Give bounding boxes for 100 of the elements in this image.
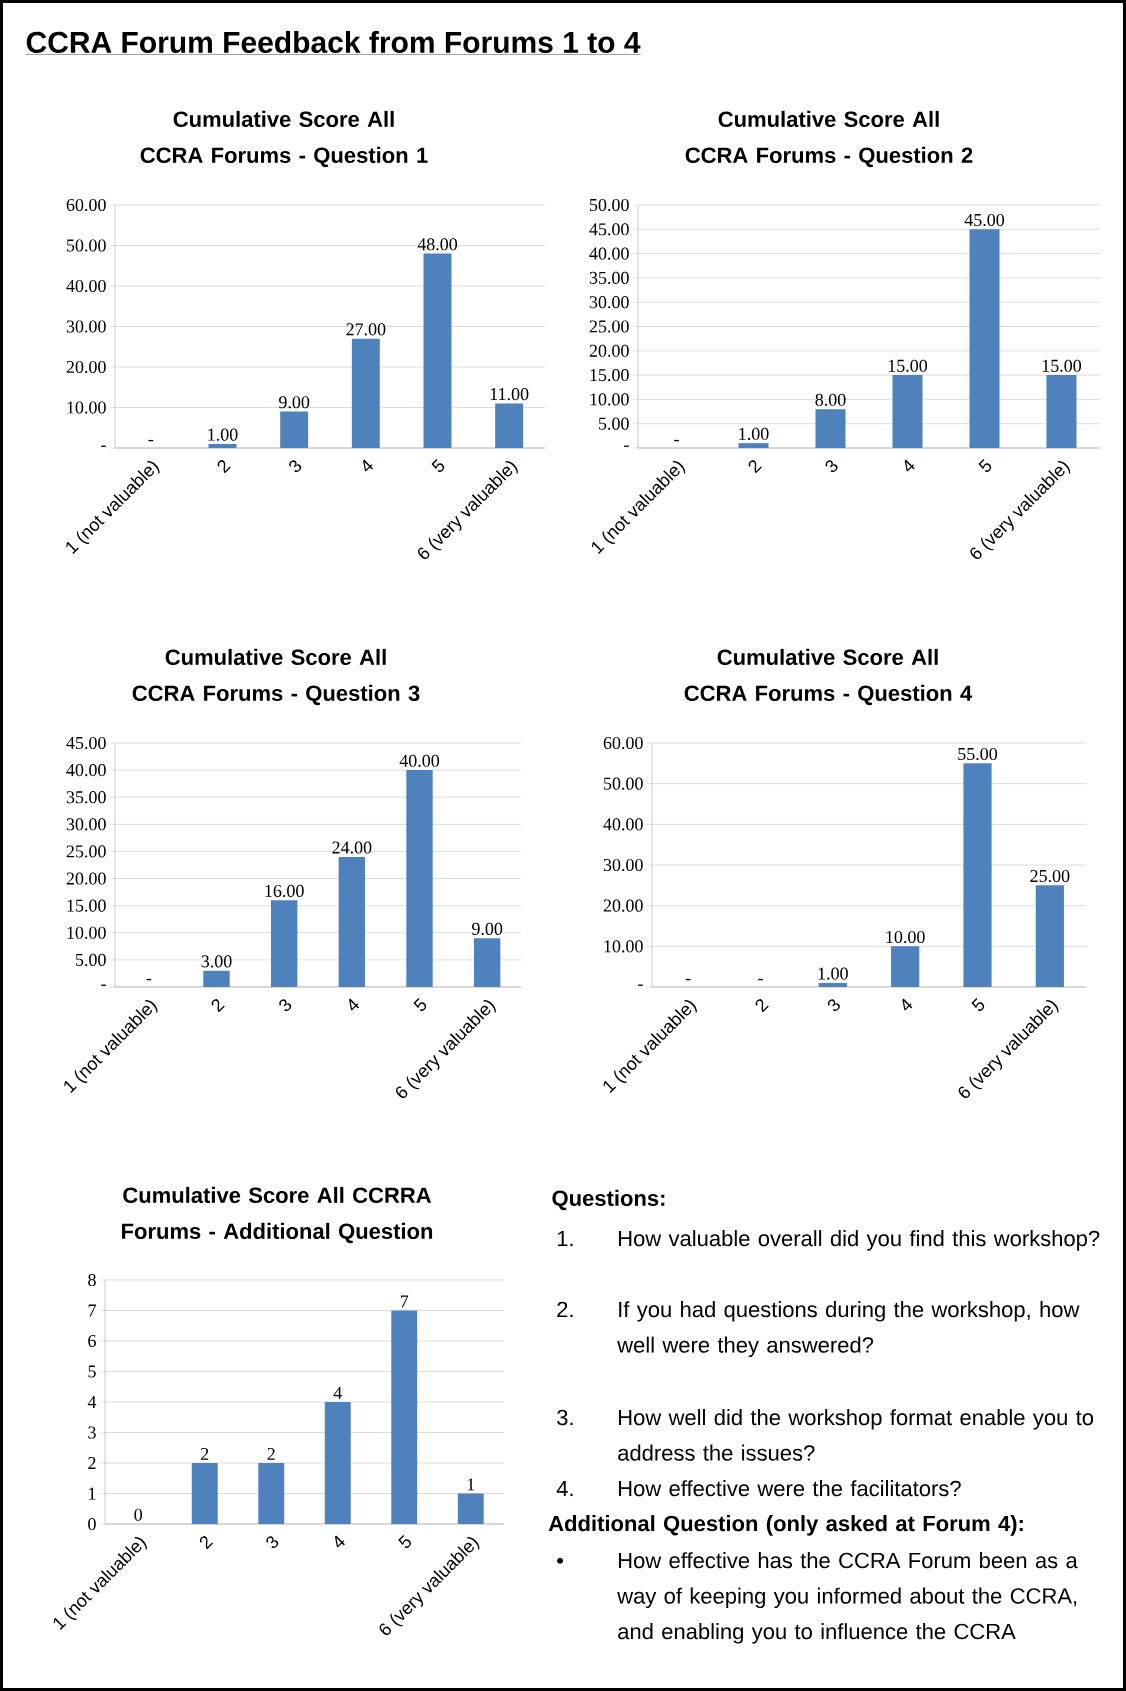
text: Additional Question (only asked at Forum 4):: [548, 1515, 1023, 1536]
y-tick-label: 5: [88, 1365, 96, 1378]
x-tick-label: 4: [363, 459, 373, 472]
text: How valuable overall did you find this workshop?: [619, 1230, 1100, 1251]
data-label: -: [685, 978, 691, 981]
bar: [815, 409, 846, 449]
x-tick-label: 4: [349, 998, 359, 1011]
chart-title: Cumulative Score All CCRA Forums - Question 3: [132, 648, 420, 706]
text: 4.: [556, 1480, 573, 1497]
text: How effective has the CCRA Forum been as a way of keeping you informed about the CCRA, and enabling you to influence the CCRA: [617, 1552, 1078, 1644]
data-label: 0: [134, 1508, 143, 1521]
data-label: 9.00: [472, 922, 503, 936]
y-tick-label: 5.00: [599, 417, 629, 430]
y-tick-label: 4: [87, 1396, 97, 1408]
y-tick-label: 45.00: [589, 223, 629, 236]
text: Questions:: [552, 1189, 665, 1211]
bar: [391, 1310, 418, 1525]
data-label: 15.00: [1042, 359, 1082, 372]
data-label: 27.00: [346, 323, 386, 336]
bar: [270, 900, 298, 988]
y-tick-label: 50.00: [590, 198, 629, 212]
data-label: 25.00: [1030, 869, 1070, 883]
data-label: 45.00: [964, 213, 1005, 227]
data-label: 48.00: [417, 238, 458, 251]
bar: [963, 763, 992, 988]
text: If you had questions during the workshop, how well were they answered?: [617, 1301, 1080, 1358]
x-tick-label: 3: [266, 1536, 279, 1549]
y-tick-label: 10.00: [590, 393, 629, 406]
y-tick-label: 20.00: [603, 899, 643, 912]
x-tick-label: 4: [334, 1535, 345, 1548]
bar: [406, 770, 433, 988]
bar: [495, 403, 524, 449]
y-tick-label: 30.00: [603, 858, 643, 872]
x-tick-label: 5: [413, 998, 427, 1012]
bar: [1035, 885, 1064, 988]
y-tick-label: 45.00: [66, 736, 106, 750]
y-tick-label: 8: [88, 1273, 96, 1287]
y-tick-label: -: [101, 445, 106, 447]
x-tick-label: 2: [199, 1536, 213, 1550]
text: 1.: [557, 1230, 573, 1247]
y-tick-label: 7: [88, 1304, 96, 1317]
chart-title: Cumulative Score All CCRA Forums - Question 1: [140, 110, 428, 168]
data-label: -: [674, 439, 679, 442]
bar: [423, 253, 452, 449]
bar: [324, 1402, 351, 1525]
x-tick-label: 5: [431, 459, 445, 473]
data-label: 9.00: [279, 396, 310, 409]
bar: [891, 946, 920, 988]
data-label: 1.00: [739, 427, 769, 440]
y-tick-label: 20.00: [589, 344, 629, 357]
bar: [258, 1463, 285, 1525]
y-tick-label: 5.00: [76, 953, 106, 967]
data-label: 1.00: [818, 967, 848, 980]
y-tick-label: -: [101, 984, 106, 986]
y-tick-label: 15.00: [590, 369, 629, 382]
data-label: 7: [400, 1295, 409, 1308]
data-label: 11.00: [490, 388, 529, 401]
bar: [338, 856, 366, 988]
x-tick-label: 2: [748, 460, 762, 474]
data-label: 1.00: [208, 428, 238, 441]
bar: [457, 1493, 484, 1525]
y-tick-label: -: [624, 445, 629, 447]
chart-title: Cumulative Score All CCRA Forums - Question 2: [685, 110, 973, 168]
data-label: 2: [267, 1447, 275, 1460]
data-label: -: [758, 978, 763, 981]
data-label: 2: [201, 1447, 209, 1460]
data-label: 24.00: [332, 841, 372, 854]
y-tick-label: 30.00: [66, 320, 106, 333]
bar: [351, 338, 380, 449]
y-tick-label: -: [638, 984, 643, 986]
text: •: [557, 1557, 564, 1564]
data-label: 4: [333, 1386, 342, 1399]
bar: [969, 229, 1000, 449]
bar: [1046, 375, 1077, 449]
x-tick-label: 2: [755, 999, 769, 1013]
bar: [818, 982, 847, 988]
x-tick-label: 4: [902, 998, 913, 1011]
y-tick-label: 20.00: [66, 872, 106, 885]
y-tick-label: 15.00: [67, 899, 106, 912]
x-tick-label: 5: [978, 459, 992, 473]
y-tick-label: 35.00: [589, 271, 629, 285]
y-tick-label: 3: [88, 1426, 96, 1439]
x-tick-label: 3: [279, 999, 292, 1012]
chart-title: Cumulative Score All CCRA Forums - Question 4: [684, 648, 973, 706]
y-tick-label: 50.00: [67, 239, 106, 252]
y-tick-label: 0: [88, 1517, 96, 1531]
x-tick-label: 5: [971, 998, 985, 1012]
y-tick-label: 30.00: [66, 818, 106, 831]
data-label: 55.00: [958, 747, 998, 761]
bar: [892, 375, 923, 449]
data-label: 10.00: [886, 930, 925, 944]
y-tick-label: 50.00: [604, 777, 643, 790]
y-tick-label: 30.00: [589, 296, 629, 309]
data-label: 8.00: [815, 393, 846, 406]
data-label: -: [148, 439, 154, 442]
y-tick-label: 10.00: [604, 940, 643, 953]
x-tick-label: 3: [827, 999, 840, 1012]
data-label: 40.00: [399, 754, 440, 767]
y-tick-label: 25.00: [66, 845, 106, 858]
y-tick-label: 10.00: [67, 401, 106, 414]
